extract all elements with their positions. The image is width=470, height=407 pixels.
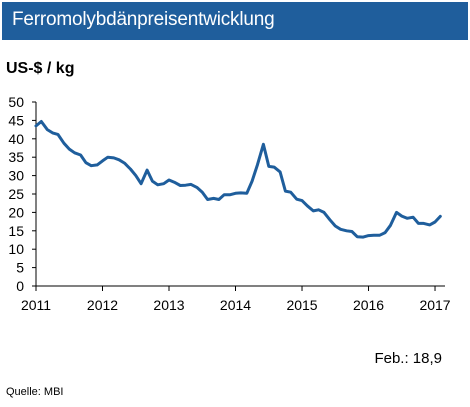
x-ticks: 2011 2012 2013 2014 2015 2016 2017 bbox=[21, 286, 451, 313]
y-tick-label: 25 bbox=[8, 186, 24, 202]
y-tick-label: 5 bbox=[16, 260, 24, 276]
x-tick-label: 2014 bbox=[220, 297, 251, 313]
y-tick-label: 30 bbox=[8, 168, 24, 184]
source-note: Quelle: MBI bbox=[6, 386, 64, 398]
y-tick-label: 0 bbox=[16, 278, 24, 294]
x-tick-label: 2015 bbox=[286, 297, 317, 313]
x-tick-label: 2016 bbox=[353, 297, 384, 313]
y-tick-label: 35 bbox=[8, 149, 24, 165]
y-tick-label: 50 bbox=[8, 94, 24, 110]
latest-value-note: Feb.: 18,9 bbox=[374, 350, 442, 367]
x-tick-label: 2017 bbox=[419, 297, 450, 313]
y-ticks: 0 5 10 15 20 25 30 35 40 45 50 bbox=[8, 94, 36, 294]
x-tick-label: 2012 bbox=[87, 297, 118, 313]
y-tick-label: 40 bbox=[8, 131, 24, 147]
price-series-line bbox=[34, 120, 442, 239]
y-axis-unit-label: US-$ / kg bbox=[6, 60, 75, 77]
chart-title-bar: Ferromolybdänpreisentwicklung bbox=[2, 2, 468, 40]
y-tick-label: 10 bbox=[8, 241, 24, 257]
chart-title: Ferromolybdänpreisentwicklung bbox=[12, 9, 275, 30]
y-tick-label: 20 bbox=[8, 204, 24, 220]
x-tick-label: 2013 bbox=[153, 297, 184, 313]
y-tick-label: 15 bbox=[8, 223, 24, 239]
x-tick-label: 2011 bbox=[21, 297, 51, 313]
y-tick-label: 45 bbox=[8, 112, 24, 128]
